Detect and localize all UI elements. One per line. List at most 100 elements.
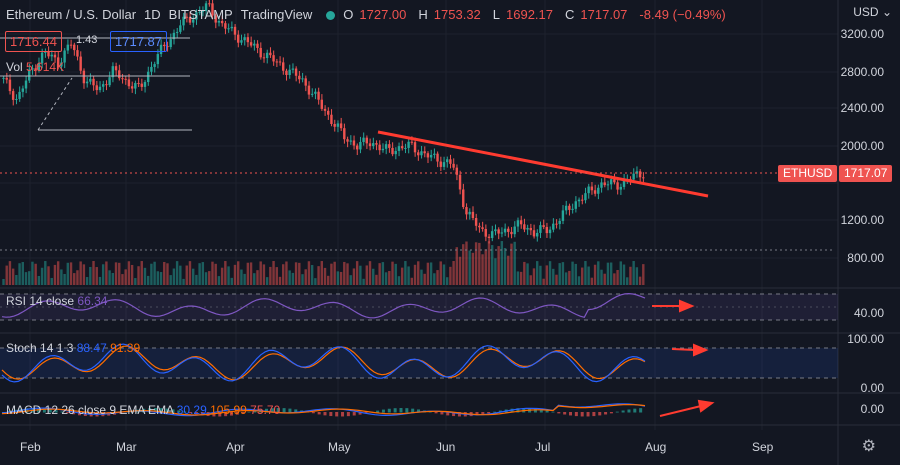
volume-bar [474, 242, 478, 285]
candle [159, 44, 163, 55]
volume-bar [375, 274, 378, 285]
volume-bar [92, 261, 95, 285]
candle [323, 108, 327, 111]
volume-bar [584, 261, 587, 285]
candle [436, 153, 439, 162]
candle [118, 70, 121, 79]
volume-bar [146, 275, 150, 285]
macd-hist-bar [498, 410, 502, 413]
candle [317, 91, 320, 100]
macd-hist-bar [189, 412, 193, 414]
candle [201, 10, 205, 12]
sell-button[interactable]: 1716.44 [5, 31, 62, 52]
rsi-label[interactable]: RSI 14 close 66.34 [6, 294, 108, 308]
exchange: BITSTAMP [168, 7, 233, 22]
macd-hist-bar [627, 409, 631, 413]
volume-bar [240, 269, 243, 285]
candle [163, 44, 166, 47]
candle [85, 81, 89, 84]
volume-bar [140, 261, 143, 285]
candle [564, 205, 568, 211]
volume-bar [208, 271, 211, 285]
interval[interactable]: 1D [144, 7, 161, 22]
candle [593, 190, 597, 194]
candle [114, 66, 118, 71]
candle [619, 186, 622, 190]
candle [298, 75, 301, 80]
candle [352, 140, 356, 146]
candle [282, 62, 285, 71]
price-tick: 3200.00 [840, 27, 884, 41]
volume-bar [227, 266, 230, 285]
volume-bar [436, 270, 439, 285]
volume-bar [34, 263, 37, 285]
stoch-k-line [1, 343, 646, 383]
candle [31, 68, 34, 70]
volume-bar [417, 261, 420, 285]
volume-bar [124, 269, 127, 285]
candle [56, 57, 60, 67]
volume-bar [442, 264, 446, 285]
volume-bar [622, 264, 626, 285]
volume-bar [455, 247, 459, 285]
volume-bar [301, 274, 304, 285]
volume-bar [249, 262, 253, 285]
macd-hist-bar [282, 408, 286, 413]
macd-tick: 0.00 [860, 402, 884, 416]
candle [89, 78, 92, 82]
volume-bar [217, 276, 221, 285]
volume-bar [262, 264, 266, 285]
volume-bar [118, 262, 121, 285]
macd-hist-bar [557, 412, 561, 414]
macd-hist-bar [457, 412, 461, 417]
volume-bar [552, 268, 555, 285]
gear-icon[interactable]: ⚙ [861, 438, 876, 455]
stoch-label[interactable]: Stoch 14 1 3 88.47 91.39 [6, 341, 141, 355]
symbol-title[interactable]: Ethereum / U.S. Dollar [6, 7, 137, 22]
candle [558, 220, 561, 224]
macd-hist-bar [66, 412, 70, 414]
macd-hist-bar [235, 412, 239, 415]
volume-bar [236, 261, 240, 285]
candle [391, 147, 394, 155]
month-label: Jul [535, 440, 551, 454]
candle [294, 68, 298, 76]
volume-bar [89, 266, 92, 285]
volume-bar [478, 242, 481, 285]
volume-bar [523, 261, 526, 285]
candle [420, 151, 423, 156]
macd-label[interactable]: MACD 12 26 close 9 EMA EMA 30.29 105.99 … [6, 403, 281, 417]
candle [150, 66, 153, 72]
volume-bar [632, 261, 635, 285]
candle [529, 227, 532, 231]
volume-bar [362, 278, 365, 285]
candle [400, 146, 404, 149]
candle [169, 39, 172, 48]
trendline[interactable] [377, 130, 709, 198]
volume-bar [233, 264, 237, 285]
candle [47, 51, 50, 57]
rsi-line [1, 292, 646, 319]
candle [423, 151, 426, 154]
rsi-band [0, 294, 838, 320]
candle [8, 79, 12, 92]
macd-hist-bar [387, 408, 391, 413]
volume-bar [513, 241, 516, 285]
candle [175, 31, 179, 33]
volume-bar [336, 271, 340, 285]
currency-selector[interactable]: USD ⌄ [853, 5, 892, 19]
volume-bar [66, 262, 70, 285]
volume-bar [275, 267, 278, 285]
volume-bar [307, 261, 311, 285]
volume-bar [272, 261, 275, 285]
volume-bar [503, 247, 507, 285]
candle [208, 3, 211, 5]
candle [127, 79, 131, 87]
volume-bar [198, 263, 201, 285]
candle [375, 143, 378, 145]
buy-button[interactable]: 1717.87 [110, 31, 167, 52]
volume-bar [47, 266, 50, 285]
volume-bar [211, 261, 214, 285]
candle [581, 199, 584, 201]
